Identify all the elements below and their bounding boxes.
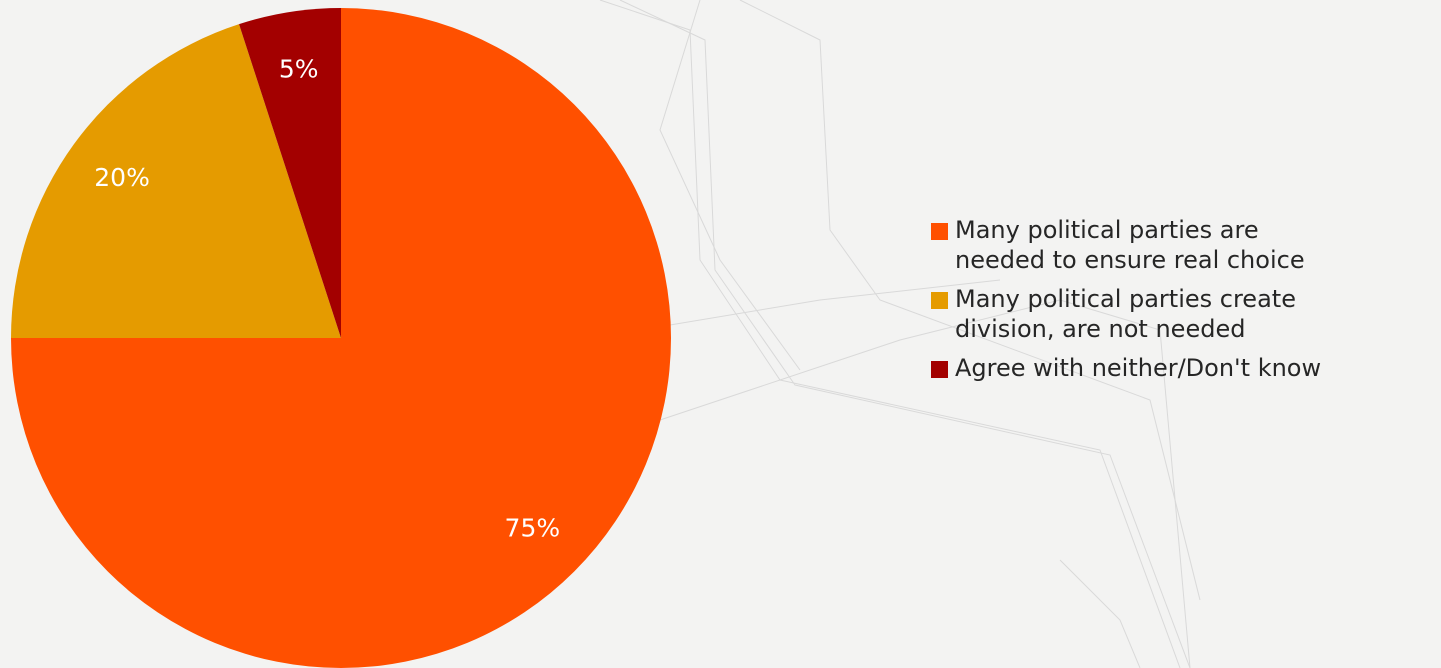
legend-item: Many political parties are needed to ens… (931, 215, 1431, 275)
pie-chart: 75% 20% 5% (11, 8, 671, 668)
slice-data-label: 5% (279, 55, 319, 84)
legend-label: Many political parties create division, … (955, 285, 1296, 343)
legend-swatch (931, 292, 948, 309)
pie-slice (239, 8, 341, 338)
legend-swatch (931, 361, 948, 378)
slice-data-label: 20% (94, 163, 150, 192)
legend-label: Agree with neither/Don't know (955, 354, 1322, 382)
chart-legend: Many political parties are needed to ens… (931, 215, 1431, 392)
slice-data-label: 75% (505, 513, 561, 542)
pie-slice (11, 24, 341, 339)
legend-item: Agree with neither/Don't know (931, 353, 1431, 383)
legend-label: Many political parties are needed to ens… (955, 216, 1305, 274)
legend-item: Many political parties create division, … (931, 284, 1431, 344)
legend-swatch (931, 223, 948, 240)
